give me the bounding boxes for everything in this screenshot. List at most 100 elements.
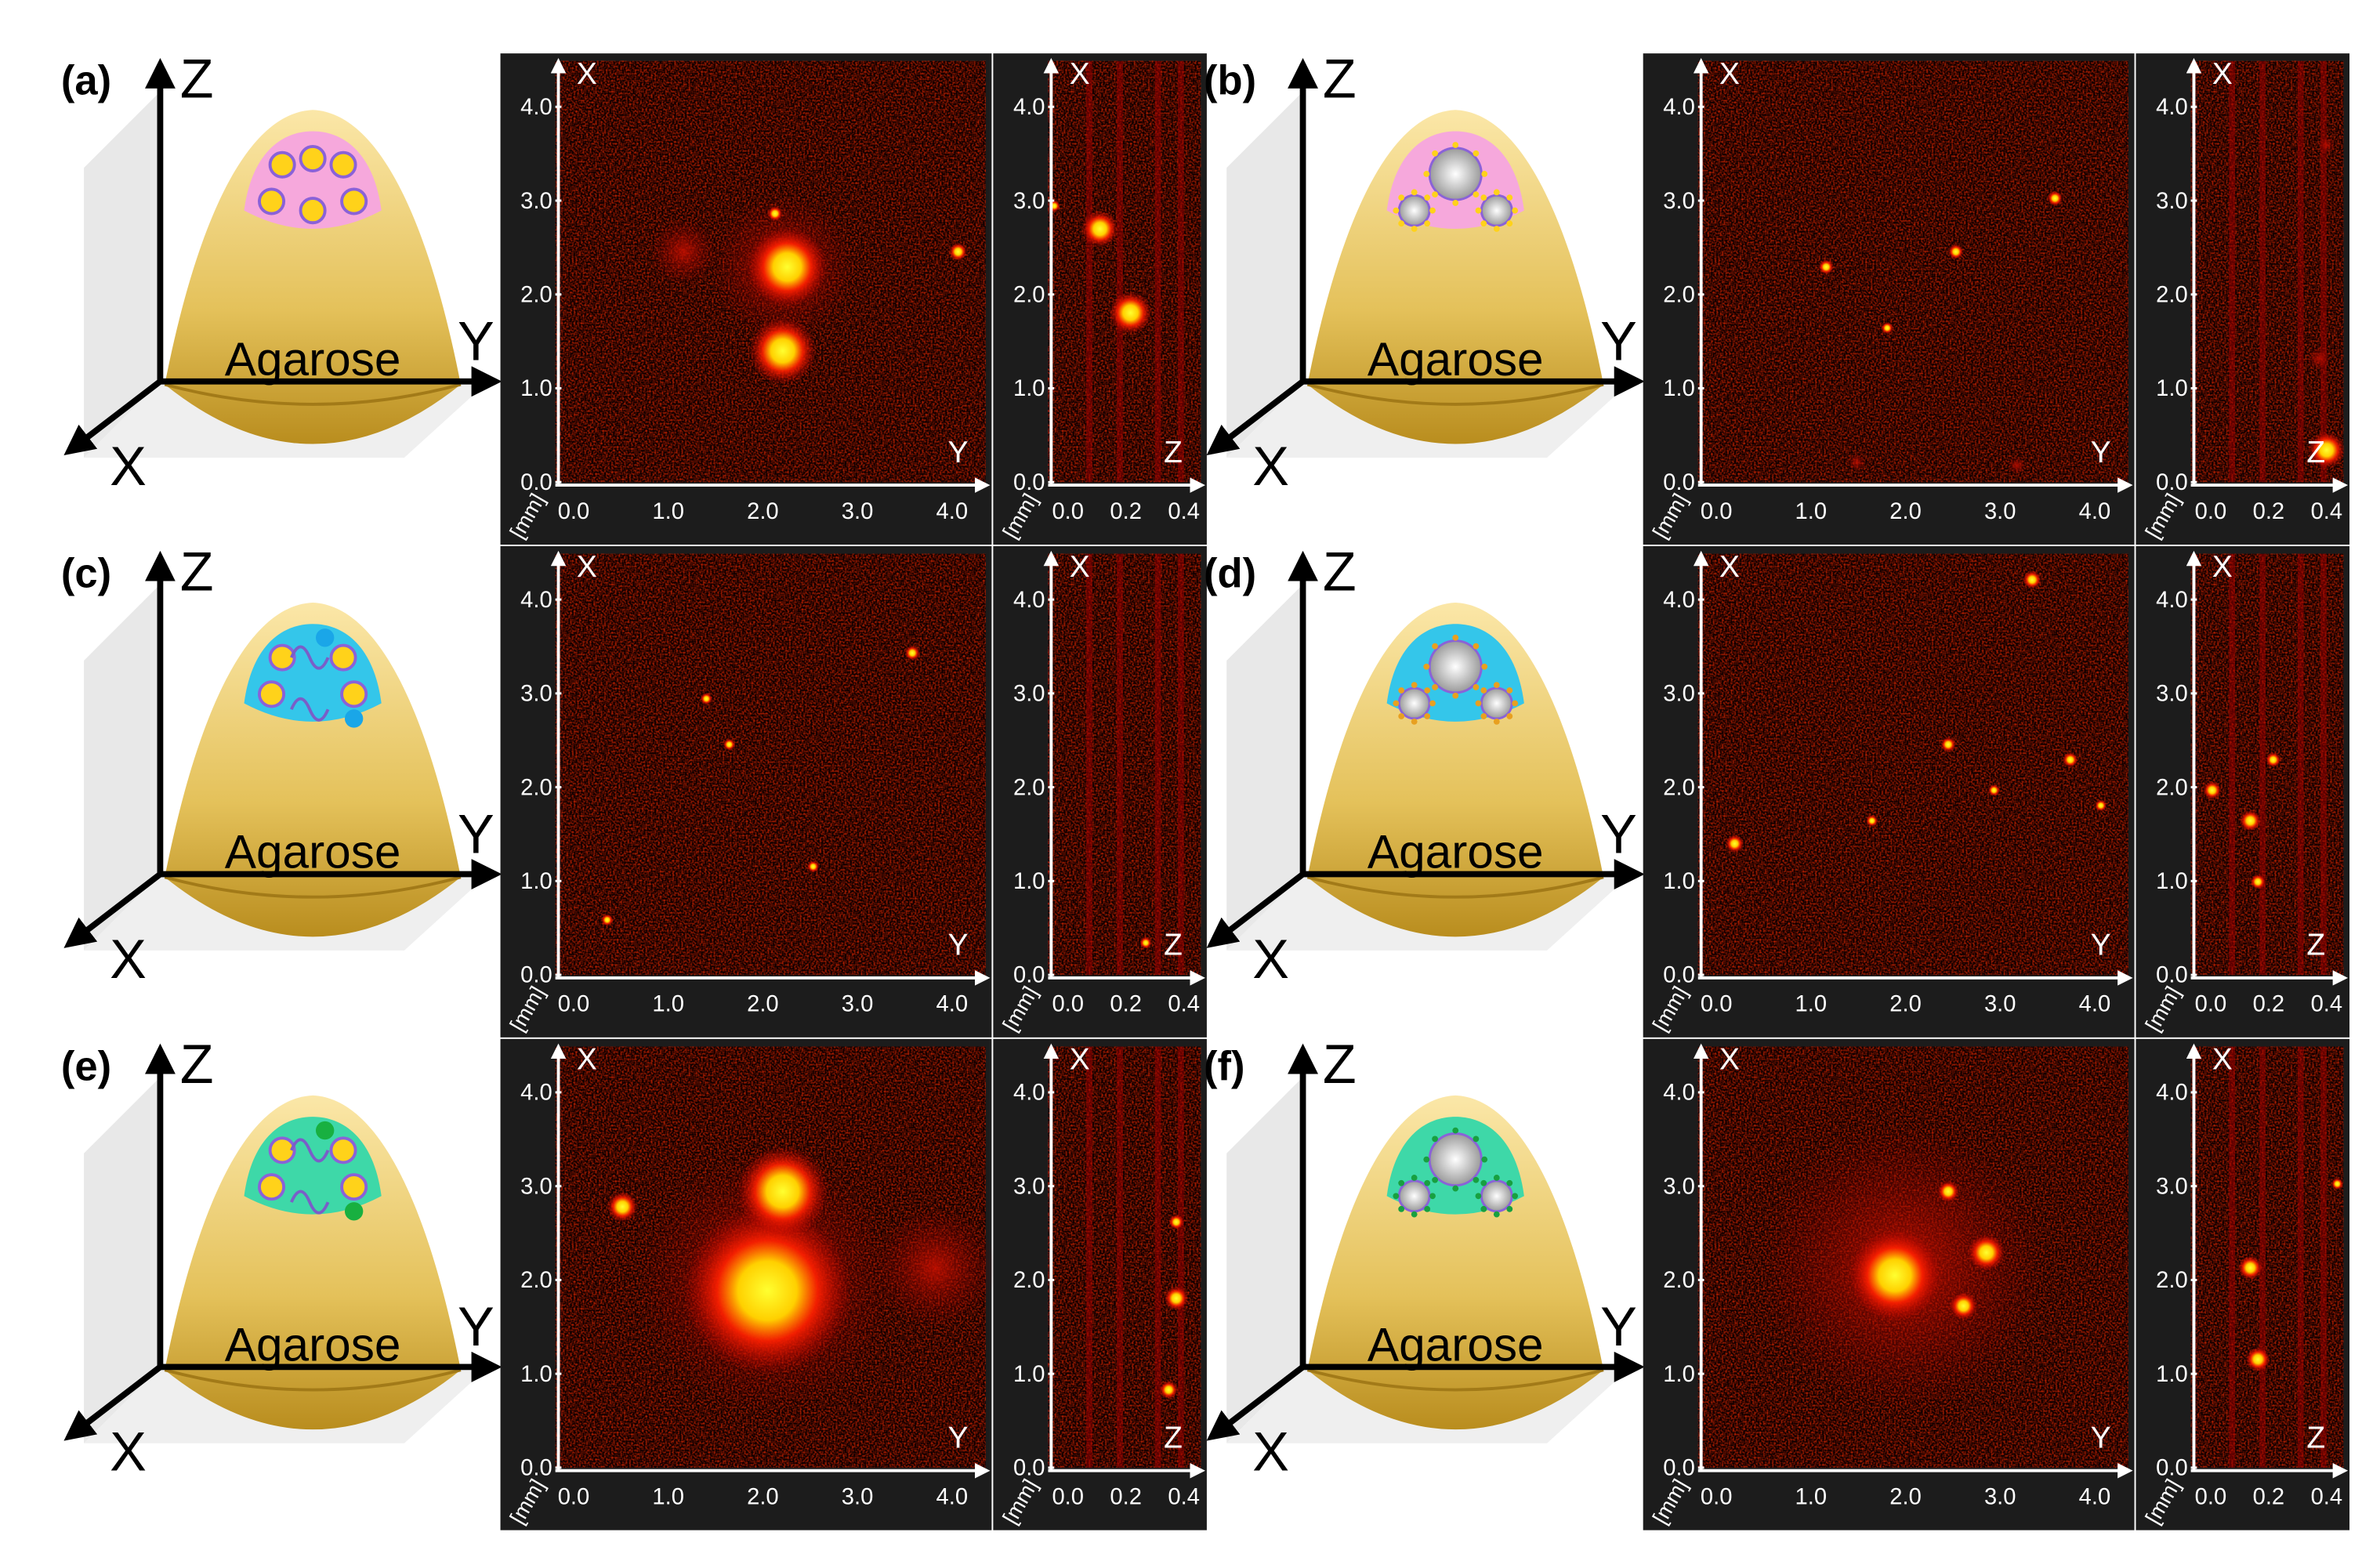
microscopy-image: 0.0 0.2 0.40.01.02.03.04.0XZ[mm]: [2135, 1038, 2350, 1530]
streak: [2259, 1046, 2266, 1468]
sphere-dot: [1481, 1156, 1488, 1163]
image-axis-label: X: [577, 57, 597, 91]
particle: [258, 1173, 286, 1201]
signal: [1159, 1380, 1178, 1400]
microscopy-image: 0.0 0.2 0.40.01.02.03.04.0XZ[mm]: [993, 545, 1207, 1038]
sphere: [1397, 686, 1431, 720]
sphere-dot: [1493, 226, 1500, 232]
y-tick-label: 4.0: [520, 95, 552, 120]
y-tick-label: 0.0: [1663, 470, 1695, 495]
y-tick-label: 3.0: [1663, 189, 1695, 214]
particle: [299, 144, 327, 173]
particle: [258, 680, 286, 708]
x-tick-label: 2.0: [747, 992, 779, 1017]
sphere-dot: [1424, 713, 1431, 719]
y-tick-label: 1.0: [1013, 376, 1045, 401]
panel: (c) Agarose Z Y X 0.0 1.0 2.0 3.0 4.0 0.0 1.0 2.0 3.0…: [61, 541, 1207, 1038]
sphere-dot: [1506, 687, 1513, 694]
panel-label: (e): [61, 1043, 111, 1089]
sphere-dot: [1424, 687, 1431, 694]
wall-shade: [84, 91, 161, 458]
y-tick-label: 4.0: [1013, 1081, 1045, 1106]
sphere-dot: [1475, 700, 1482, 707]
signal: [1987, 784, 2001, 797]
sphere-dot: [1475, 207, 1482, 214]
sphere-dot: [1475, 1193, 1482, 1200]
cone-base: [1306, 382, 1604, 406]
axis-label: Z: [1323, 541, 1357, 602]
signal: [2245, 1347, 2270, 1372]
y-tick-label: 1.0: [520, 376, 552, 401]
image-axis-label: X: [1070, 57, 1090, 91]
y-tick-label: 1.0: [2156, 1362, 2188, 1387]
cone-base: [164, 1368, 462, 1392]
sphere-dot: [1481, 171, 1488, 177]
x-tick-label: 0.0: [1052, 992, 1084, 1017]
signal: [2047, 190, 2063, 206]
sphere-dot: [1493, 189, 1500, 196]
sphere-dot: [1480, 687, 1487, 694]
y-tick-label: 1.0: [1663, 869, 1695, 894]
signal: [1081, 210, 1119, 248]
panel-label: (f): [1204, 1043, 1245, 1089]
x-tick-label: 0.0: [2195, 1485, 2227, 1510]
x-tick-label: 0.0: [2195, 499, 2227, 524]
sphere: [1428, 1132, 1483, 1187]
sphere-dot: [1398, 687, 1405, 694]
x-tick-label: 0.4: [1168, 992, 1200, 1017]
wall-shade: [84, 584, 161, 951]
axis-label: Z: [180, 541, 214, 602]
signal: [2237, 1255, 2263, 1280]
dot: [315, 1121, 335, 1140]
image-axis-label: Z: [2306, 929, 2325, 962]
sphere-dot: [1506, 713, 1513, 719]
signal: [723, 738, 736, 751]
signal: [1168, 1214, 1184, 1230]
signal: [2250, 874, 2266, 890]
signal: [874, 1206, 997, 1329]
sphere-dot: [1480, 220, 1487, 227]
particle: [340, 680, 368, 708]
signal: [1109, 291, 1152, 335]
image-noise: [2190, 553, 2344, 976]
y-tick-label: 0.0: [1013, 1456, 1045, 1481]
panel-label: (c): [61, 551, 111, 597]
x-tick-label: 0.4: [2311, 992, 2343, 1017]
x-axis: [1206, 378, 1305, 456]
signal: [2317, 136, 2336, 154]
axis-label: Y: [458, 310, 494, 371]
streak: [1177, 60, 1184, 483]
streak: [1117, 60, 1123, 483]
sphere: [1480, 686, 1513, 720]
y-tick-label: 4.0: [2156, 1081, 2188, 1106]
axis-label: Y: [458, 803, 494, 864]
microscopy-image: 0.0 1.0 2.0 3.0 4.00.01.02.03.04.0XY[mm]: [1643, 1038, 2135, 1530]
polymer-coil: [290, 1190, 330, 1215]
x-tick-label: 0.0: [1052, 1485, 1084, 1510]
streak: [1177, 1046, 1184, 1468]
panel: (e) Agarose Z Y X 0.0 1.0 2.0 3.0 4.0 0.0 1.0 2.0 3.0…: [61, 1034, 1207, 1530]
y-tick-label: 2.0: [1663, 1268, 1695, 1293]
agarose-cone: [1307, 1095, 1604, 1430]
axis-label: X: [1252, 1422, 1289, 1483]
streak: [2297, 553, 2304, 976]
sample-name: Agarose: [225, 1318, 401, 1371]
sample-name: Agarose: [225, 825, 401, 878]
x-tick-label: 3.0: [1984, 499, 2016, 524]
streak: [1154, 553, 1161, 976]
sphere-dot: [1452, 142, 1459, 148]
x-tick-label: 0.2: [2253, 499, 2285, 524]
image-noise: [1048, 553, 1201, 976]
y-tick-label: 0.0: [520, 963, 552, 988]
streak: [2297, 60, 2304, 483]
image-noise: [2190, 60, 2344, 483]
x-tick-label: 3.0: [1984, 992, 2016, 1017]
sphere-dot: [1480, 1205, 1487, 1212]
y-tick-label: 1.0: [1663, 376, 1695, 401]
streak: [2320, 553, 2327, 976]
microscopy-image: 0.0 0.2 0.40.01.02.03.04.0XZ[mm]: [2135, 53, 2350, 545]
particle: [299, 197, 327, 225]
sphere-dot: [1473, 1176, 1480, 1183]
x-tick-label: 0.0: [558, 992, 590, 1017]
